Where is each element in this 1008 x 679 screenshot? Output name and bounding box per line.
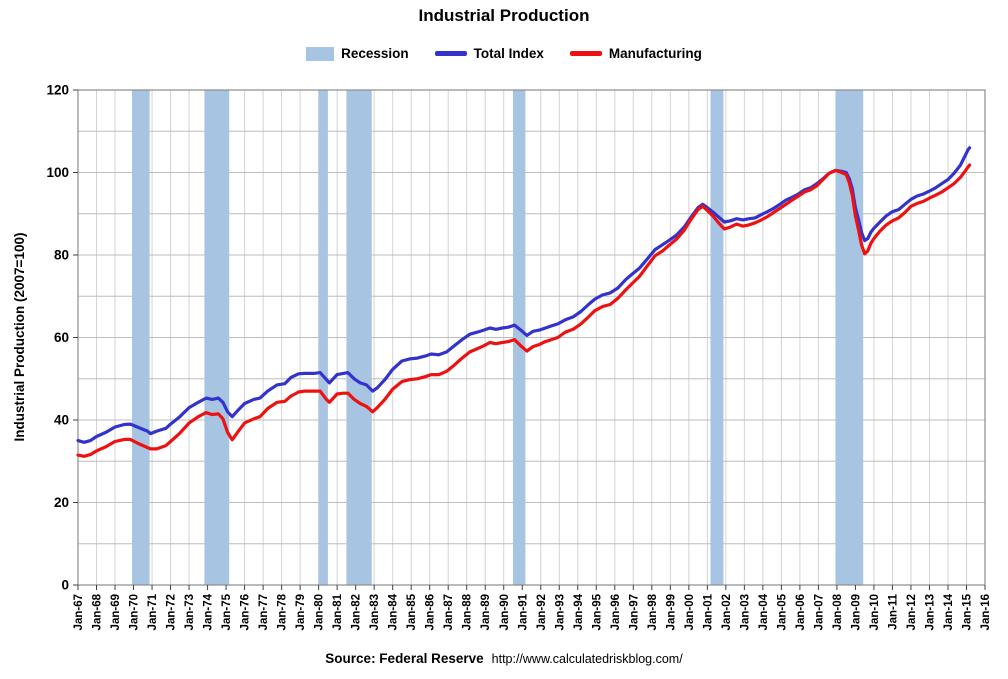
svg-text:0: 0	[61, 578, 69, 593]
svg-text:Jan-86: Jan-86	[425, 594, 437, 630]
svg-text:Jan-03: Jan-03	[739, 594, 751, 630]
svg-text:Jan-74: Jan-74	[203, 593, 215, 630]
svg-text:Jan-92: Jan-92	[536, 594, 548, 630]
chart-legend: Recession Total Index Manufacturing	[0, 46, 1008, 61]
svg-text:Jan-01: Jan-01	[702, 593, 714, 630]
svg-text:Jan-85: Jan-85	[406, 593, 418, 630]
svg-text:Jan-76: Jan-76	[240, 594, 252, 630]
svg-text:Jan-96: Jan-96	[610, 594, 622, 630]
svg-text:Jan-14: Jan-14	[943, 593, 955, 630]
svg-text:Jan-70: Jan-70	[129, 594, 141, 630]
source-line: Source: Federal Reserve http://www.calcul…	[0, 650, 1008, 668]
y-axis-title: Industrial Production (2007=100)	[12, 232, 27, 442]
svg-text:Jan-71: Jan-71	[147, 593, 159, 630]
svg-text:Jan-84: Jan-84	[388, 593, 400, 630]
svg-text:Jan-98: Jan-98	[647, 593, 659, 630]
svg-text:Jan-81: Jan-81	[332, 593, 344, 630]
svg-text:Jan-75: Jan-75	[221, 593, 233, 630]
svg-text:Jan-77: Jan-77	[258, 594, 270, 630]
svg-text:Jan-73: Jan-73	[184, 594, 196, 630]
svg-text:Jan-12: Jan-12	[906, 594, 918, 630]
svg-text:60: 60	[54, 330, 69, 345]
svg-text:Jan-69: Jan-69	[110, 594, 122, 630]
svg-text:100: 100	[46, 165, 69, 180]
svg-text:40: 40	[54, 413, 69, 428]
svg-text:Jan-94: Jan-94	[573, 593, 585, 630]
svg-text:Jan-97: Jan-97	[628, 594, 640, 630]
svg-text:Jan-10: Jan-10	[869, 594, 881, 630]
recession-band-swatch	[306, 46, 335, 61]
svg-text:Jan-89: Jan-89	[480, 594, 492, 630]
svg-text:20: 20	[54, 495, 69, 510]
svg-text:Jan-67: Jan-67	[73, 594, 85, 630]
svg-text:Jan-80: Jan-80	[314, 594, 326, 630]
legend-label-recession: Recession	[341, 46, 409, 61]
svg-text:Jan-05: Jan-05	[776, 593, 788, 630]
legend-label-manufacturing: Manufacturing	[608, 46, 702, 61]
svg-text:Jan-06: Jan-06	[795, 594, 807, 630]
svg-text:Jan-79: Jan-79	[295, 594, 307, 630]
svg-text:Jan-15: Jan-15	[962, 593, 974, 630]
svg-text:Jan-95: Jan-95	[591, 593, 603, 630]
svg-text:Jan-11: Jan-11	[887, 593, 899, 629]
svg-text:Jan-88: Jan-88	[462, 593, 474, 630]
svg-text:Jan-82: Jan-82	[351, 594, 363, 630]
svg-text:Jan-93: Jan-93	[554, 594, 566, 630]
source-url: http://www.calculatedriskblog.com/	[491, 652, 683, 666]
svg-text:Jan-91: Jan-91	[517, 593, 529, 630]
svg-text:Jan-00: Jan-00	[684, 594, 696, 630]
svg-text:Jan-09: Jan-09	[850, 594, 862, 630]
source-text: Source: Federal Reserve	[325, 651, 484, 666]
svg-text:Jan-13: Jan-13	[924, 594, 936, 630]
svg-text:Jan-08: Jan-08	[832, 593, 844, 630]
total-index-line-swatch	[434, 51, 467, 56]
svg-text:Jan-87: Jan-87	[443, 594, 455, 630]
svg-text:Jan-04: Jan-04	[758, 593, 770, 630]
svg-text:Jan-78: Jan-78	[277, 593, 289, 630]
chart-title: Industrial Production	[418, 6, 590, 25]
svg-text:Jan-72: Jan-72	[166, 594, 178, 630]
legend-item-total-index: Total Index	[434, 46, 544, 61]
manufacturing-line-swatch	[569, 51, 602, 56]
svg-text:Jan-02: Jan-02	[721, 594, 733, 630]
legend-item-recession: Recession	[306, 46, 409, 61]
svg-text:80: 80	[54, 248, 69, 263]
legend-label-total-index: Total Index	[473, 46, 544, 61]
svg-text:Jan-16: Jan-16	[980, 594, 992, 630]
svg-text:120: 120	[46, 83, 69, 98]
svg-text:Jan-83: Jan-83	[369, 594, 381, 630]
svg-text:Jan-07: Jan-07	[813, 594, 825, 630]
svg-text:Jan-99: Jan-99	[665, 594, 677, 630]
legend-item-manufacturing: Manufacturing	[569, 46, 702, 61]
svg-text:Jan-90: Jan-90	[499, 594, 511, 630]
svg-text:Jan-68: Jan-68	[92, 593, 104, 630]
